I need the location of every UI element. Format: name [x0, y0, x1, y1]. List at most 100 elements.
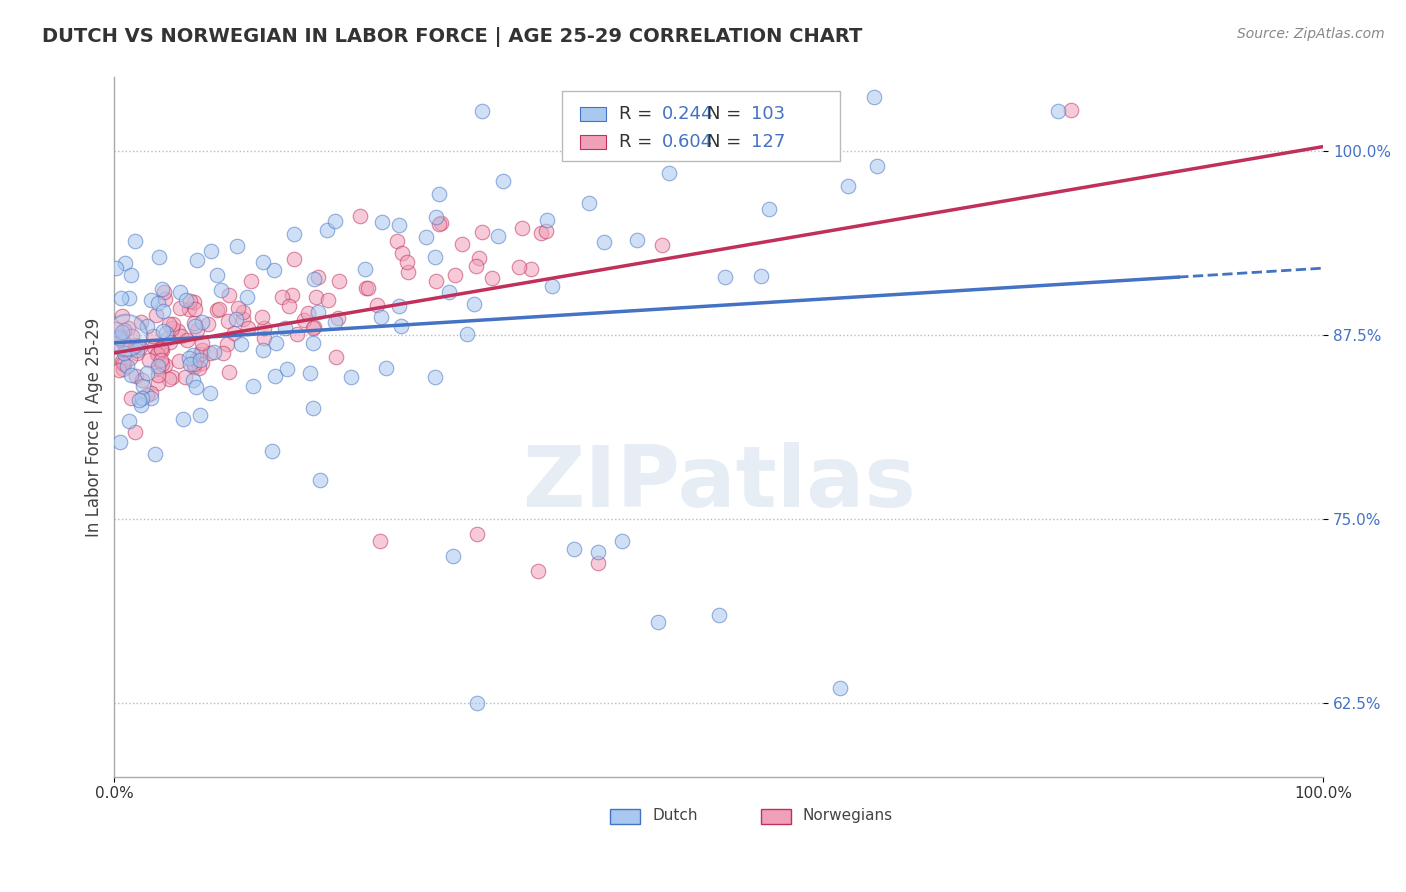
Text: Source: ZipAtlas.com: Source: ZipAtlas.com: [1237, 27, 1385, 41]
Point: [211, 346, 233, 360]
Point: [149, 353, 172, 368]
Point: [349, 209, 371, 223]
Text: 103: 103: [751, 104, 786, 123]
Point: [183, 347, 205, 361]
Point: [866, 159, 889, 173]
Point: [111, 362, 134, 376]
Point: [281, 288, 304, 302]
Point: [176, 333, 198, 347]
FancyBboxPatch shape: [561, 91, 839, 161]
Point: [141, 293, 163, 307]
Point: [153, 358, 176, 372]
Point: [465, 696, 488, 710]
Point: [309, 474, 332, 488]
Point: [236, 321, 259, 335]
Point: [146, 359, 169, 373]
Point: [315, 223, 337, 237]
Point: [536, 212, 558, 227]
Point: [828, 681, 851, 696]
Point: [266, 336, 288, 351]
Point: [108, 435, 131, 450]
Point: [169, 285, 191, 299]
Point: [626, 233, 648, 247]
Point: [471, 103, 494, 118]
Point: [468, 252, 491, 266]
Point: [184, 301, 207, 316]
Point: [305, 290, 328, 304]
Point: [159, 334, 181, 349]
Point: [325, 350, 347, 364]
Point: [508, 260, 530, 274]
Point: [456, 327, 478, 342]
Point: [427, 187, 450, 202]
Point: [541, 278, 564, 293]
Point: [530, 226, 553, 240]
Point: [128, 340, 150, 354]
Point: [218, 288, 240, 302]
Point: [586, 556, 609, 570]
Point: [302, 401, 325, 415]
Point: [150, 357, 173, 371]
Point: [169, 301, 191, 315]
Point: [395, 255, 418, 269]
Point: [128, 392, 150, 407]
Point: [160, 370, 183, 384]
Point: [152, 304, 174, 318]
Point: [430, 216, 453, 230]
Point: [174, 293, 197, 307]
Point: [298, 366, 321, 380]
Point: [191, 335, 214, 350]
Point: [129, 315, 152, 329]
Point: [307, 304, 329, 318]
Point: [264, 368, 287, 383]
Point: [200, 244, 222, 258]
Point: [107, 363, 129, 377]
Point: [385, 234, 408, 248]
Point: [105, 336, 128, 351]
Point: [104, 260, 127, 275]
Point: [217, 337, 239, 351]
FancyBboxPatch shape: [579, 135, 606, 149]
Point: [316, 293, 339, 307]
Point: [150, 343, 173, 357]
Point: [146, 361, 169, 376]
Point: [152, 324, 174, 338]
Point: [179, 351, 201, 365]
Point: [188, 347, 211, 361]
Point: [150, 343, 173, 357]
Point: [707, 607, 730, 622]
Point: [155, 292, 177, 306]
Point: [167, 354, 190, 368]
Point: [371, 215, 394, 229]
Point: [148, 250, 170, 264]
Point: [121, 328, 143, 343]
Text: 0.244: 0.244: [662, 104, 713, 123]
Point: [184, 319, 207, 334]
Point: [444, 268, 467, 282]
Point: [526, 564, 548, 578]
Point: [222, 326, 245, 340]
Point: [253, 320, 276, 334]
Point: [108, 331, 131, 345]
Point: [179, 293, 201, 308]
Point: [157, 372, 180, 386]
Point: [534, 224, 557, 238]
Point: [425, 274, 447, 288]
Point: [302, 320, 325, 334]
Point: [425, 210, 447, 224]
Point: [323, 315, 346, 329]
Point: [188, 361, 211, 376]
Point: [124, 338, 146, 352]
Point: [236, 290, 259, 304]
Point: [328, 310, 350, 325]
Point: [388, 218, 411, 232]
Point: [145, 308, 167, 322]
Point: [125, 369, 148, 384]
Point: [136, 388, 159, 402]
Point: [190, 356, 212, 370]
Point: [177, 302, 200, 317]
Point: [138, 353, 160, 368]
Point: [302, 320, 325, 334]
Point: [136, 366, 159, 380]
Point: [375, 360, 398, 375]
